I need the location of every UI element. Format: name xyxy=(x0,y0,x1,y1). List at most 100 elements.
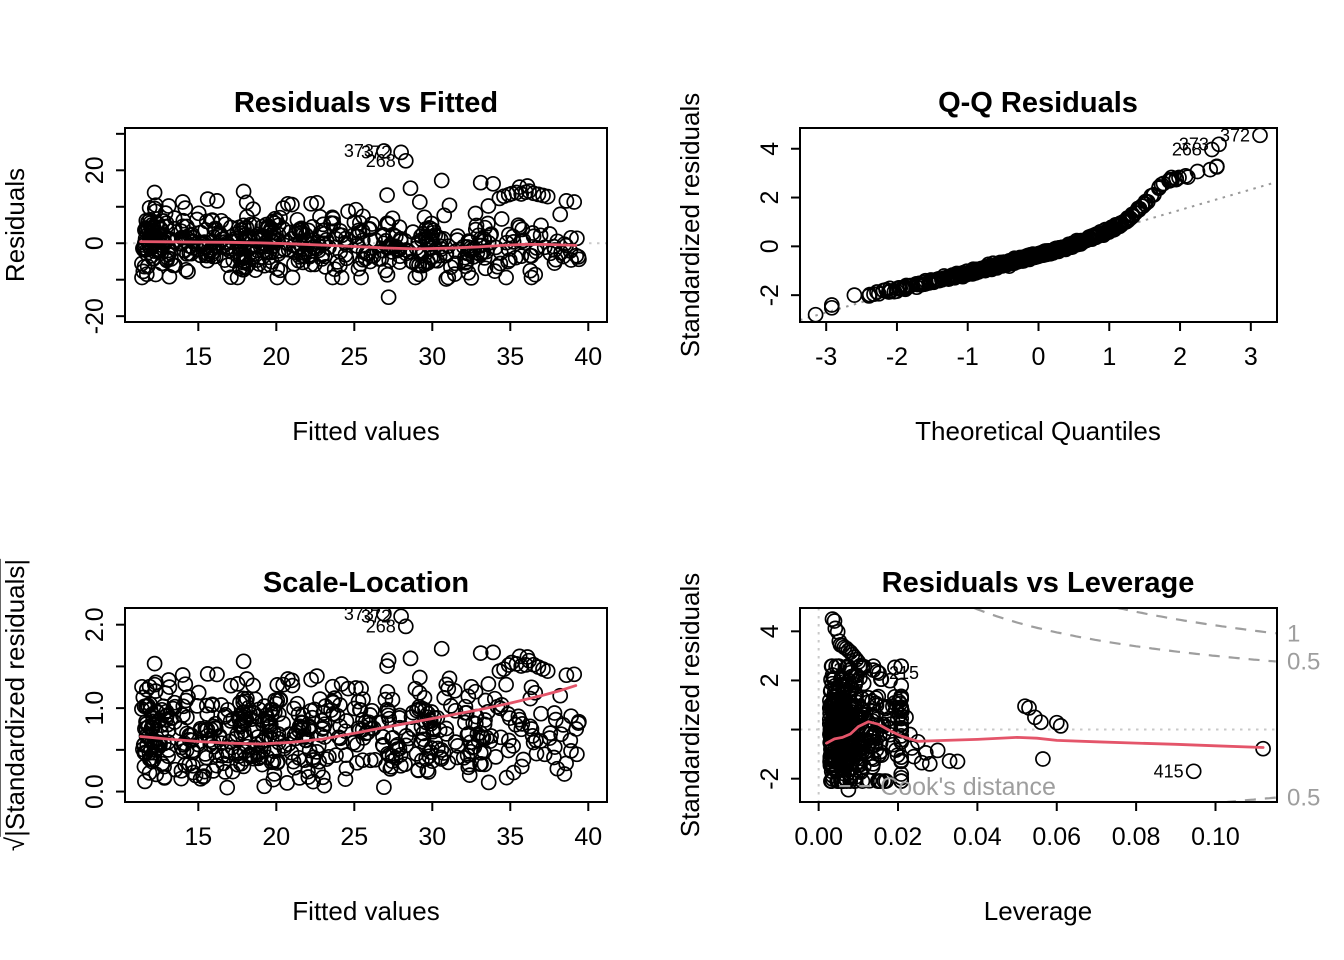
data-point xyxy=(376,235,392,252)
plot-frame xyxy=(799,607,1278,803)
data-point xyxy=(416,209,433,226)
data-point xyxy=(415,731,432,748)
plot-region xyxy=(134,608,587,796)
x-axis-label: Fitted values xyxy=(292,416,439,446)
data-point xyxy=(447,702,464,719)
data-point xyxy=(566,194,583,210)
data-point xyxy=(498,234,515,251)
data-point xyxy=(275,220,291,237)
data-point xyxy=(467,205,484,222)
y-tick-label: -20 xyxy=(81,298,109,334)
data-point xyxy=(250,750,267,767)
data-point xyxy=(181,756,198,773)
x-tick-label: 30 xyxy=(418,823,446,851)
y-axis-label: Standardized residuals xyxy=(675,93,705,358)
x-axis-label: Leverage xyxy=(984,896,1092,926)
data-point xyxy=(275,200,292,216)
x-tick-label: -2 xyxy=(886,343,908,371)
data-point xyxy=(1048,714,1065,731)
data-point xyxy=(235,653,252,670)
data-point xyxy=(527,266,544,283)
data-point xyxy=(160,198,177,214)
cook-contour-label: 1 xyxy=(1287,620,1300,647)
data-point xyxy=(408,256,425,273)
data-point xyxy=(860,738,877,754)
data-point xyxy=(400,243,417,260)
data-point xyxy=(523,269,540,286)
data-point xyxy=(854,660,871,677)
data-point xyxy=(379,683,396,700)
data-point xyxy=(867,734,884,750)
data-point xyxy=(536,746,553,763)
data-point xyxy=(177,676,194,693)
data-point xyxy=(893,773,910,789)
data-point xyxy=(486,263,503,279)
data-point xyxy=(354,752,371,769)
data-point xyxy=(376,143,392,159)
x-tick-label: 15 xyxy=(184,343,212,371)
data-point xyxy=(568,247,585,264)
outlier-label: 268 xyxy=(366,151,396,171)
data-point xyxy=(563,252,579,268)
data-point xyxy=(864,759,881,775)
plot-frame xyxy=(124,127,608,323)
data-point xyxy=(876,773,893,789)
data-point xyxy=(393,144,409,161)
data-point xyxy=(211,225,228,242)
x-tick-label: 0.06 xyxy=(1032,823,1081,851)
data-point xyxy=(236,230,253,246)
data-point xyxy=(1189,163,1206,180)
data-point xyxy=(379,187,395,203)
x-tick-label: 20 xyxy=(262,343,290,371)
cook-contour-label: 0.5 xyxy=(1287,785,1320,812)
data-point xyxy=(380,216,397,232)
data-point xyxy=(893,766,910,782)
y-tick-label: 0.0 xyxy=(81,774,109,809)
data-point xyxy=(893,731,910,748)
data-point xyxy=(483,728,499,744)
data-point xyxy=(235,183,252,200)
x-tick-label: 0.10 xyxy=(1191,823,1240,851)
smoother-line xyxy=(825,720,1265,749)
data-point xyxy=(482,227,499,244)
data-point xyxy=(314,769,331,786)
sqrt-radicand: |Standardized residuals| xyxy=(0,559,30,837)
data-point xyxy=(893,728,910,744)
smoother-line xyxy=(139,240,578,251)
data-point xyxy=(259,710,276,727)
data-point xyxy=(929,742,946,759)
data-point xyxy=(279,775,295,791)
data-point xyxy=(400,730,417,747)
data-point xyxy=(407,680,424,697)
outlier-label: 372 xyxy=(361,142,391,162)
data-point xyxy=(249,708,266,725)
data-point xyxy=(462,743,479,760)
data-point xyxy=(513,758,530,775)
data-point xyxy=(209,193,225,209)
data-point xyxy=(1035,751,1051,767)
data-point xyxy=(238,671,255,687)
data-point xyxy=(153,221,170,238)
data-point xyxy=(377,262,394,279)
data-point xyxy=(337,771,354,787)
data-point xyxy=(198,213,215,230)
y-tick-label: 2.0 xyxy=(81,607,109,642)
data-point xyxy=(1255,740,1271,757)
x-tick-label: 0.04 xyxy=(953,823,1002,851)
data-point xyxy=(459,726,476,743)
data-point xyxy=(332,223,349,239)
data-point xyxy=(871,665,887,681)
data-point xyxy=(269,269,286,286)
y-tick-label: 2 xyxy=(756,673,784,687)
data-point xyxy=(480,774,497,791)
data-point xyxy=(324,693,341,710)
data-point xyxy=(829,735,846,751)
x-tick-label: 3 xyxy=(1244,343,1258,371)
data-point xyxy=(539,663,556,679)
data-point xyxy=(547,251,564,268)
data-point xyxy=(376,608,392,622)
data-point xyxy=(146,184,163,201)
data-point xyxy=(348,201,364,218)
data-point xyxy=(472,756,488,773)
data-point xyxy=(196,768,212,784)
